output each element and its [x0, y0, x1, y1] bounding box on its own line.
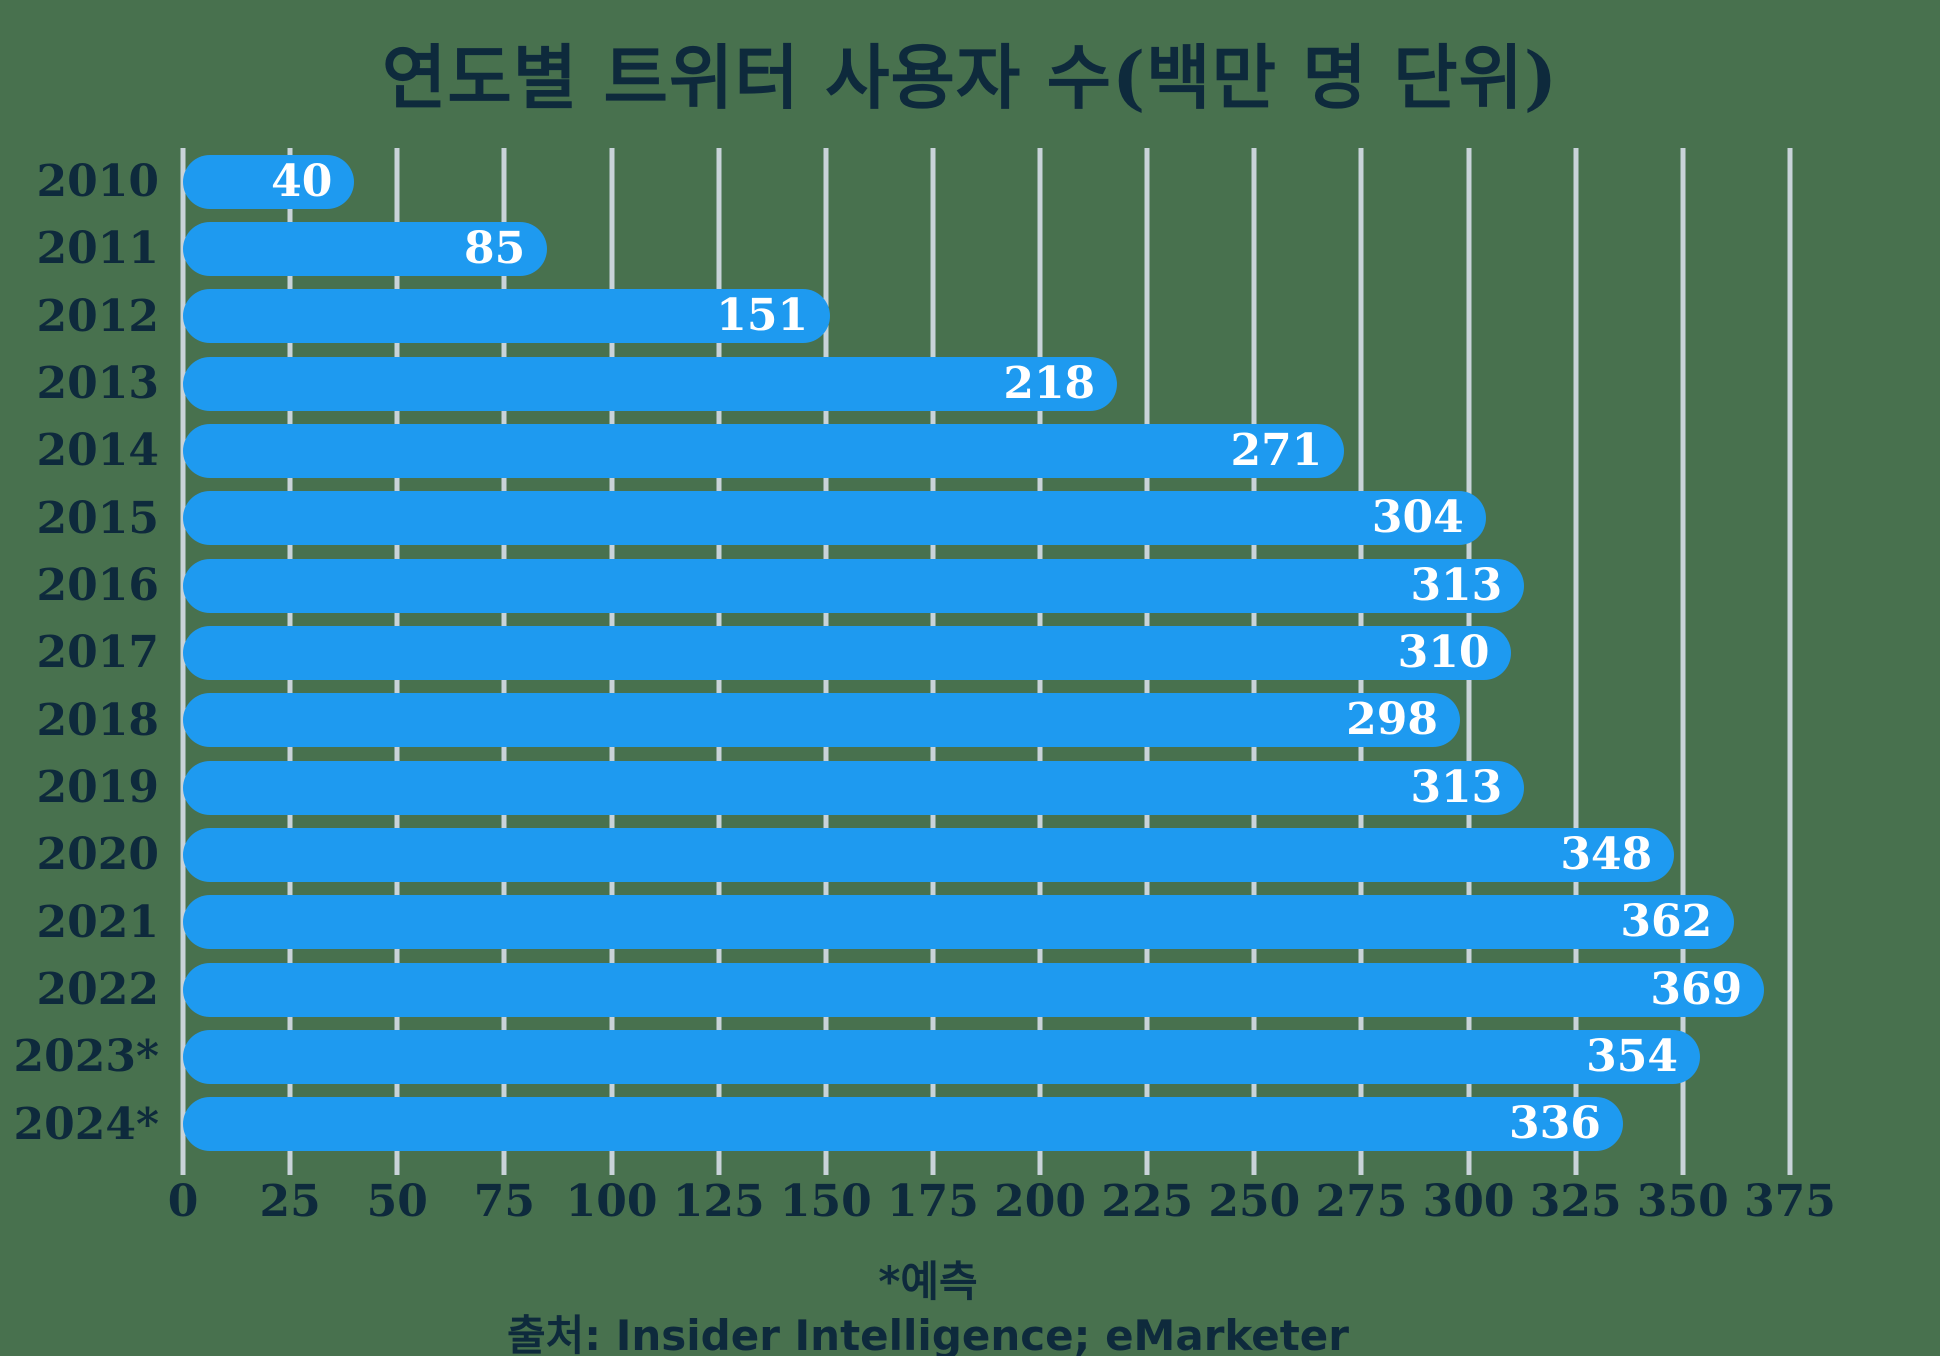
value-label: 304: [1371, 492, 1464, 544]
value-label: 298: [1346, 694, 1439, 746]
year-label: 2015: [36, 492, 159, 544]
table-row: 2024* 336: [14, 1091, 1790, 1158]
value-label: 151: [716, 290, 809, 342]
x-tick-label-100: 100: [565, 1176, 658, 1227]
year-label: 2013: [36, 358, 159, 410]
x-tick-label-225: 225: [1101, 1176, 1194, 1227]
bar-2010: 40: [183, 154, 355, 209]
table-row: 2018 298: [37, 687, 1790, 754]
table-row: 2011 85: [37, 215, 1790, 282]
x-axis-tick-labels: 0 25 50 75 100 125 150 175 200 225 250 275 300 325 350…: [168, 1176, 1836, 1240]
value-label: 218: [1003, 357, 1096, 409]
chart-title: 연도별 트위터 사용자 수(백만 명 단위): [381, 36, 1559, 119]
x-tick-label-0: 0: [167, 1176, 199, 1227]
table-row: 2013 218: [37, 350, 1790, 417]
table-row: 2012 151: [37, 283, 1790, 350]
x-tick-label-375: 375: [1744, 1176, 1836, 1227]
value-label: 313: [1410, 761, 1503, 813]
x-tick-label-150: 150: [779, 1176, 872, 1227]
x-tick-label-125: 125: [672, 1176, 765, 1227]
year-label: 2011: [36, 223, 159, 275]
value-label: 40: [271, 155, 333, 207]
year-label: 2024*: [13, 1098, 159, 1150]
bar-2013: 218: [183, 356, 1118, 411]
year-label: 2018: [36, 694, 159, 746]
table-row: 2014 271: [37, 417, 1790, 484]
value-label: 271: [1230, 424, 1323, 476]
bar-2021: 362: [183, 895, 1735, 950]
bar-2020: 348: [183, 827, 1675, 882]
x-tick-label-75: 75: [473, 1176, 536, 1227]
x-tick-label-200: 200: [994, 1176, 1086, 1227]
year-label: 2021: [36, 896, 159, 948]
year-label: 2019: [36, 762, 159, 814]
value-label: 313: [1410, 559, 1503, 611]
table-row: 2022 369: [37, 956, 1790, 1023]
x-tick-label-175: 175: [886, 1176, 979, 1227]
bar-rows: 2010 40 2011 85 2012 151 2013 218 2014 271 2015 304…: [14, 148, 1790, 1158]
table-row: 2010 40: [37, 148, 1790, 215]
bar-2017: 310: [183, 625, 1512, 680]
value-label: 336: [1509, 1098, 1601, 1150]
x-tick-label-300: 300: [1422, 1176, 1515, 1227]
year-label: 2014: [36, 425, 159, 477]
value-label: 362: [1620, 896, 1713, 948]
bar-2019: 313: [183, 760, 1525, 815]
bar-2023: 354: [183, 1029, 1700, 1084]
bar-2012: 151: [183, 289, 831, 344]
year-label: 2012: [36, 290, 159, 342]
year-label: 2023*: [13, 1031, 159, 1083]
x-tick-label-50: 50: [366, 1176, 428, 1227]
table-row: 2023* 354: [14, 1023, 1790, 1090]
table-row: 2016 313: [37, 552, 1790, 619]
value-label: 348: [1560, 828, 1653, 880]
source-credit: 출처: Insider Intelligence; eMarketer: [507, 1311, 1349, 1356]
table-row: 2019 313: [37, 754, 1790, 821]
table-row: 2021 362: [37, 889, 1790, 956]
gridline-375: [1787, 148, 1793, 1175]
x-tick-label-350: 350: [1636, 1176, 1729, 1227]
bar-2011: 85: [183, 221, 548, 276]
value-label: 354: [1586, 1030, 1678, 1082]
gridline-325: [1573, 148, 1579, 1175]
x-tick-label-250: 250: [1208, 1176, 1301, 1227]
year-label: 2016: [36, 560, 159, 612]
year-label: 2022: [36, 964, 159, 1016]
bar-2015: 304: [183, 491, 1486, 546]
gridline-350: [1680, 148, 1686, 1175]
value-label: 369: [1650, 963, 1743, 1015]
year-label: 2020: [36, 829, 159, 881]
x-tick-label-275: 275: [1315, 1176, 1408, 1227]
value-label: 85: [464, 222, 526, 274]
x-tick-label-25: 25: [259, 1176, 321, 1227]
forecast-footnote: *예측: [878, 1257, 978, 1306]
bar-2024: 336: [183, 1097, 1623, 1152]
table-row: 2015 304: [37, 485, 1790, 552]
table-row: 2017 310: [37, 619, 1790, 686]
bar-2014: 271: [183, 423, 1345, 478]
gridline-0: [180, 148, 186, 1175]
year-label: 2017: [36, 627, 159, 679]
x-tick-label-325: 325: [1529, 1176, 1622, 1227]
value-label: 310: [1397, 626, 1490, 678]
plot-area: 2010 40 2011 85 2012 151 2013 218 2014 271 2015 304…: [14, 148, 1836, 1224]
bar-2016: 313: [183, 558, 1525, 613]
bar-2022: 369: [183, 962, 1765, 1017]
table-row: 2020 348: [37, 821, 1790, 888]
year-label: 2010: [36, 156, 159, 208]
bar-2018: 298: [183, 693, 1461, 748]
